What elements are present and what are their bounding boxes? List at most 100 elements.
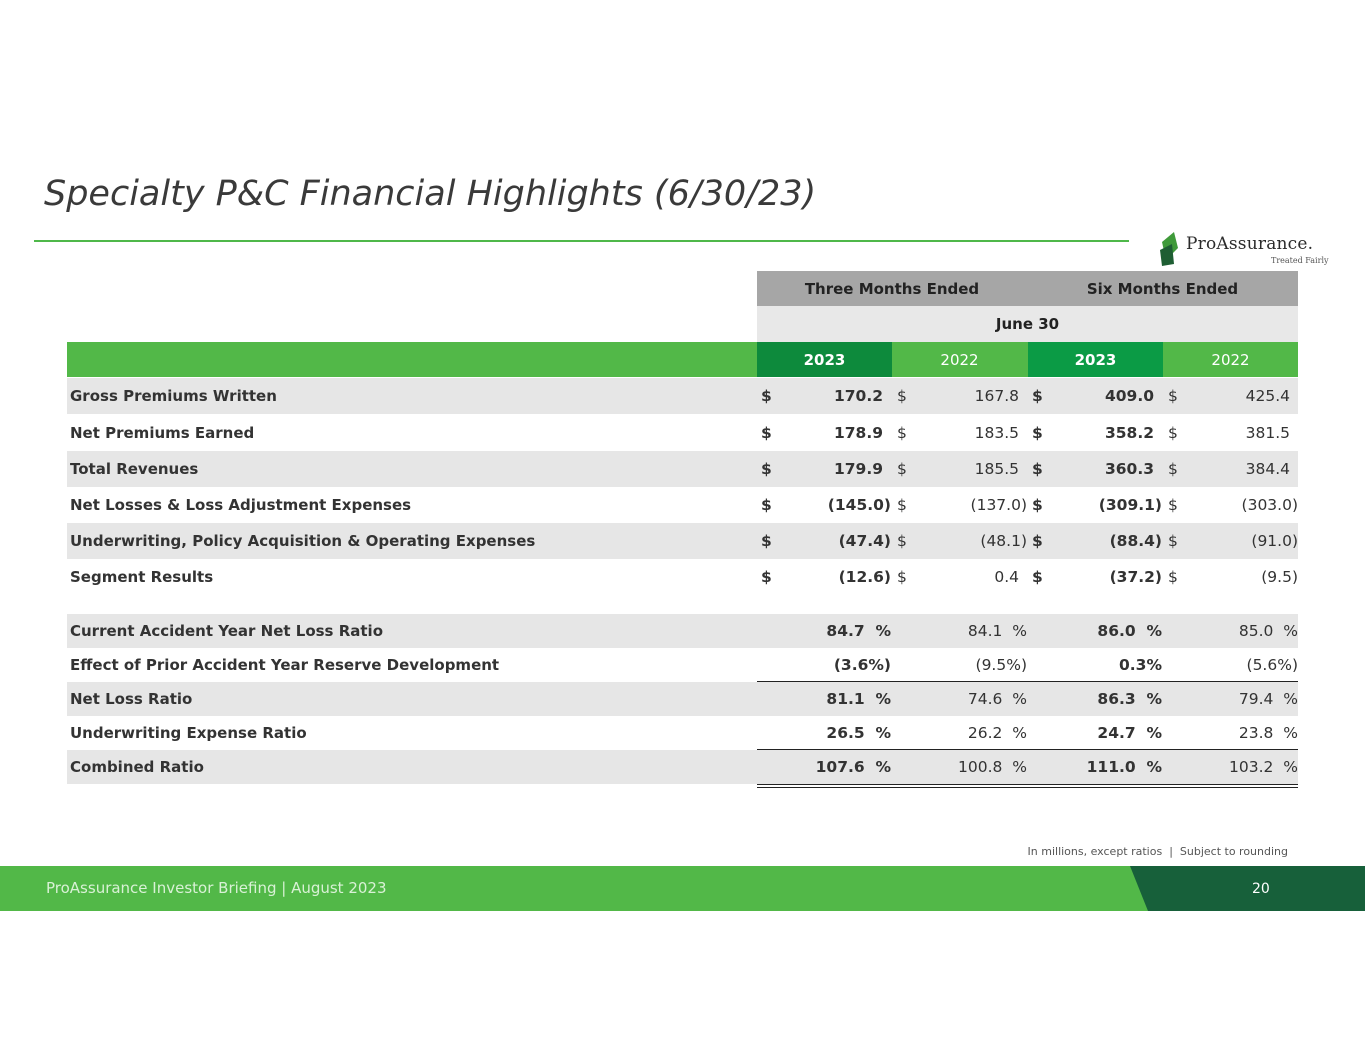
ratio-cell: 79.4 %	[1238, 690, 1298, 708]
value-cell: 381.5	[1245, 424, 1290, 442]
header-period-band: Three Months Ended Six Months Ended	[757, 271, 1298, 306]
total-double-rule	[757, 787, 1298, 788]
value-cell: (303.0)	[1241, 496, 1298, 514]
header-period-date: June 30	[757, 306, 1298, 342]
ratio-cell: 103.2 %	[1229, 758, 1298, 776]
row-label: Combined Ratio	[70, 758, 204, 776]
ratio-cell: 100.8 %	[958, 758, 1027, 776]
ratio-cell: 84.1 %	[967, 622, 1027, 640]
value-cell: 167.8	[974, 387, 1019, 405]
value-cell: (37.2)	[1109, 568, 1162, 586]
value-cell: (12.6)	[838, 568, 891, 586]
ratio-cell: (5.6%)	[1246, 656, 1298, 674]
ratio-cell: 74.6 %	[967, 690, 1027, 708]
row-label: Effect of Prior Accident Year Reserve De…	[70, 656, 500, 674]
currency-symbol: $	[897, 568, 907, 586]
row-label: Segment Results	[70, 568, 214, 586]
header-year-6m-2022: 2022	[1211, 350, 1250, 369]
currency-symbol: $	[1168, 568, 1178, 586]
ratio-cell: 85.0 %	[1238, 622, 1298, 640]
logo-wordmark: ProAssurance.	[1186, 234, 1314, 254]
page-title: Specialty P&C Financial Highlights (6/30…	[44, 174, 817, 214]
currency-symbol: $	[897, 424, 907, 442]
ratio-cell: (9.5%)	[975, 656, 1027, 674]
value-cell: 0.4	[994, 568, 1019, 586]
currency-symbol: $	[1168, 496, 1178, 514]
value-cell: 384.4	[1245, 460, 1290, 478]
currency-symbol: $	[1168, 532, 1178, 550]
currency-symbol: $	[761, 424, 772, 442]
value-cell: (91.0)	[1251, 532, 1298, 550]
ratio-cell: 0.3%	[1119, 656, 1162, 674]
row-label: Net Losses & Loss Adjustment Expenses	[70, 496, 412, 514]
title-divider	[34, 240, 1129, 242]
value-cell: 179.9	[833, 460, 883, 478]
ratio-cell: 24.7 %	[1097, 724, 1162, 742]
row-label: Net Loss Ratio	[70, 690, 193, 708]
currency-symbol: $	[1168, 424, 1178, 442]
ratio-cell: 26.5 %	[826, 724, 891, 742]
table-row	[67, 682, 1298, 716]
currency-symbol: $	[761, 387, 772, 405]
value-cell: 183.5	[974, 424, 1019, 442]
currency-symbol: $	[1032, 568, 1043, 586]
currency-symbol: $	[1032, 424, 1043, 442]
currency-symbol: $	[761, 532, 772, 550]
footer-page-tab	[1130, 866, 1365, 911]
currency-symbol: $	[761, 496, 772, 514]
table-row	[67, 523, 1298, 559]
value-cell: 425.4	[1245, 387, 1290, 405]
ratio-cell: 86.3 %	[1097, 690, 1162, 708]
row-label: Total Revenues	[70, 460, 199, 478]
ratio-cell: 86.0 %	[1097, 622, 1162, 640]
logo-mark-icon	[1160, 232, 1178, 266]
subtotal-rule	[757, 749, 1298, 750]
row-label: Net Premiums Earned	[70, 424, 255, 442]
value-cell: (145.0)	[827, 496, 891, 514]
value-cell: 185.5	[974, 460, 1019, 478]
table-row	[67, 750, 1298, 784]
header-year-3m-2022: 2022	[940, 350, 979, 369]
ratio-cell: 107.6 %	[815, 758, 891, 776]
currency-symbol: $	[897, 532, 907, 550]
row-label: Gross Premiums Written	[70, 387, 277, 405]
table-row	[67, 614, 1298, 648]
currency-symbol: $	[1032, 532, 1043, 550]
row-label: Underwriting Expense Ratio	[70, 724, 307, 742]
ratio-cell: (3.6%)	[833, 656, 891, 674]
total-double-rule	[757, 784, 1298, 785]
currency-symbol: $	[1032, 460, 1043, 478]
header-six-months: Six Months Ended	[1086, 279, 1239, 298]
value-cell: 360.3	[1104, 460, 1154, 478]
currency-symbol: $	[897, 496, 907, 514]
header-three-months: Three Months Ended	[804, 279, 980, 298]
currency-symbol: $	[1168, 387, 1178, 405]
ratio-cell: 23.8 %	[1238, 724, 1298, 742]
company-logo: ProAssurance. Treated Fairly	[1158, 230, 1338, 270]
header-june-30: June 30	[995, 315, 1060, 333]
currency-symbol: $	[897, 460, 907, 478]
value-cell: (88.4)	[1109, 532, 1162, 550]
currency-symbol: $	[761, 460, 772, 478]
footer-text: ProAssurance Investor Briefing | August …	[46, 879, 387, 897]
table-row	[67, 451, 1298, 487]
value-cell: (48.1)	[980, 532, 1027, 550]
row-label: Current Accident Year Net Loss Ratio	[70, 622, 383, 640]
subtotal-rule	[757, 681, 1298, 682]
value-cell: (137.0)	[970, 496, 1027, 514]
ratio-cell: 111.0 %	[1086, 758, 1162, 776]
currency-symbol: $	[761, 568, 772, 586]
ratio-cell: 84.7 %	[826, 622, 891, 640]
page-number: 20	[1252, 881, 1270, 897]
value-cell: (47.4)	[838, 532, 891, 550]
value-cell: 358.2	[1104, 424, 1154, 442]
ratio-cell: 26.2 %	[967, 724, 1027, 742]
value-cell: 178.9	[833, 424, 883, 442]
ratio-cell: 81.1 %	[826, 690, 891, 708]
table-row	[67, 378, 1298, 414]
currency-symbol: $	[1032, 387, 1043, 405]
currency-symbol: $	[897, 387, 907, 405]
header-year-6m-2023: 2023	[1028, 342, 1163, 377]
currency-symbol: $	[1168, 460, 1178, 478]
row-label: Underwriting, Policy Acquisition & Opera…	[70, 532, 536, 550]
